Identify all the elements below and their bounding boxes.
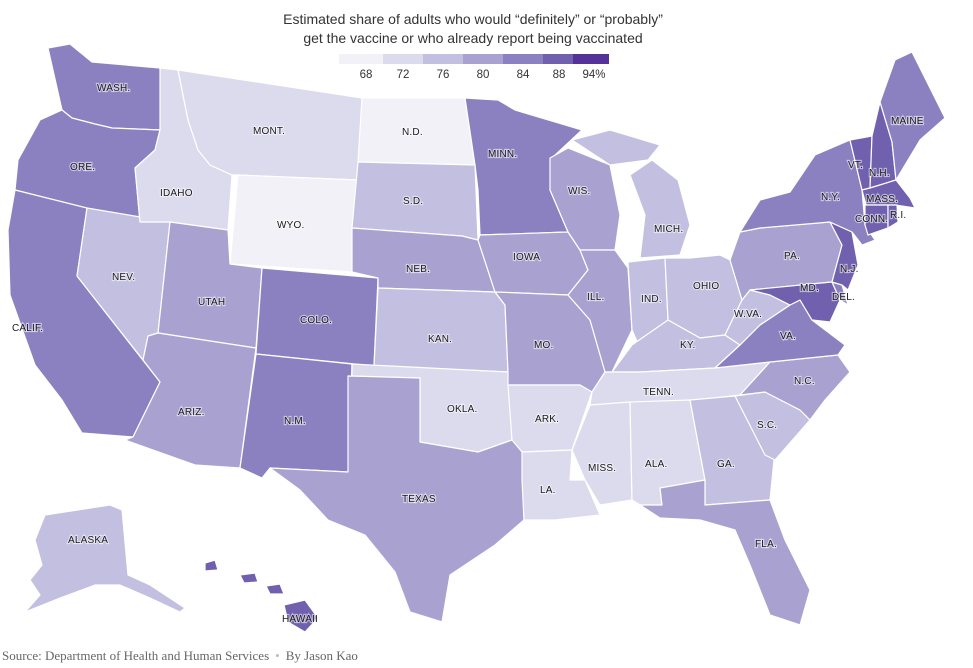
state-shape-la[interactable] bbox=[521, 449, 601, 521]
state-shape-texas[interactable] bbox=[269, 375, 525, 623]
state-label-sc: S.C. bbox=[757, 420, 777, 431]
map-title-line-2: get the vaccine or who already report be… bbox=[303, 30, 643, 46]
state-label-sd: S.D. bbox=[403, 196, 423, 207]
legend-tick-72: 72 bbox=[396, 69, 410, 81]
state-label-conn: CONN. bbox=[855, 214, 888, 225]
state-label-maine: MAINE bbox=[891, 116, 924, 127]
state-shape-hawaii[interactable] bbox=[204, 559, 319, 633]
state-label-iowa: IOWA bbox=[513, 252, 540, 263]
state-label-neb: NEB. bbox=[406, 264, 430, 275]
state-shape-iowa[interactable] bbox=[477, 231, 589, 296]
legend-tick-80: 80 bbox=[476, 69, 490, 81]
state-label-la: LA. bbox=[540, 485, 556, 496]
state-label-nm: N.M. bbox=[284, 416, 306, 427]
legend-swatch-7 bbox=[573, 54, 609, 64]
legend-tick-76: 76 bbox=[436, 69, 450, 81]
state-shape-maine[interactable] bbox=[879, 51, 946, 181]
state-label-nc: N.C. bbox=[794, 376, 815, 387]
state-label-wyo: WYO. bbox=[277, 220, 304, 231]
legend-swatch-2 bbox=[383, 54, 423, 64]
state-label-ohio: OHIO bbox=[693, 281, 719, 292]
state-label-wis: WIS. bbox=[568, 186, 590, 197]
state-shape-conn[interactable] bbox=[864, 204, 889, 236]
state-label-minn: MINN. bbox=[488, 149, 517, 160]
footer-separator: • bbox=[275, 648, 280, 663]
state-shape-nj[interactable] bbox=[829, 221, 859, 291]
source-credit: Source: Department of Health and Human S… bbox=[2, 648, 270, 663]
state-label-nd: N.D. bbox=[402, 127, 423, 138]
state-label-va: VA. bbox=[780, 331, 796, 342]
state-label-colo: COLO. bbox=[300, 315, 332, 326]
state-label-ala: ALA. bbox=[645, 459, 667, 470]
state-label-nev: NEV. bbox=[112, 272, 135, 283]
map-footer: Source: Department of Health and Human S… bbox=[2, 648, 358, 664]
state-label-ark: ARK. bbox=[535, 414, 559, 425]
state-label-nh: N.H. bbox=[869, 168, 890, 179]
state-label-nj: N.J. bbox=[840, 264, 859, 275]
state-label-mass: MASS. bbox=[866, 194, 898, 205]
state-label-ga: GA. bbox=[717, 459, 735, 470]
state-shape-kan[interactable] bbox=[373, 287, 509, 373]
state-label-alaska: ALASKA bbox=[68, 535, 108, 546]
legend-tick-84: 84 bbox=[516, 69, 530, 81]
state-label-okla: OKLA. bbox=[447, 404, 477, 415]
state-label-ariz: ARIZ. bbox=[178, 407, 205, 418]
state-shape-mich[interactable] bbox=[571, 129, 691, 259]
state-shape-ri[interactable] bbox=[887, 204, 899, 229]
color-legend: 68 72 76 80 84 88 94% bbox=[339, 54, 609, 88]
state-label-kan: KAN. bbox=[428, 334, 452, 345]
state-label-pa: PA. bbox=[784, 251, 800, 262]
state-label-wash: WASH. bbox=[97, 83, 130, 94]
state-label-miss: MISS. bbox=[588, 463, 616, 474]
legend-tick-88: 88 bbox=[552, 69, 566, 81]
map-title-line-1: Estimated share of adults who would “def… bbox=[283, 11, 663, 27]
state-label-del: DEL. bbox=[832, 292, 855, 303]
state-label-ore: ORE. bbox=[70, 162, 95, 173]
state-label-ill: ILL. bbox=[587, 292, 604, 303]
legend-tick-68: 68 bbox=[359, 69, 373, 81]
state-shape-alaska[interactable] bbox=[24, 504, 186, 613]
legend-swatch-6 bbox=[543, 54, 573, 64]
state-label-texas: TEXAS bbox=[402, 494, 436, 505]
state-label-ky: KY. bbox=[680, 340, 695, 351]
state-label-idaho: IDAHO bbox=[160, 188, 193, 199]
legend-swatch-1 bbox=[339, 54, 383, 64]
state-label-utah: UTAH bbox=[198, 297, 225, 308]
state-label-mont: MONT. bbox=[253, 126, 285, 137]
legend-swatch-3 bbox=[423, 54, 463, 64]
legend-swatch-5 bbox=[503, 54, 543, 64]
map-title: Estimated share of adults who would “def… bbox=[0, 10, 946, 48]
byline: By Jason Kao bbox=[285, 648, 358, 663]
state-shape-fla[interactable] bbox=[639, 479, 811, 626]
state-label-wva: W.VA. bbox=[734, 309, 762, 320]
state-label-fla: FLA. bbox=[755, 539, 777, 550]
state-label-hawaii: HAWAII bbox=[282, 614, 318, 625]
legend-tick-94: 94% bbox=[582, 69, 606, 81]
state-label-tenn: TENN. bbox=[643, 387, 674, 398]
state-label-vt: VT. bbox=[848, 160, 863, 171]
state-label-mo: MO. bbox=[534, 340, 554, 351]
us-choropleth-map: WASH. ORE. CALIF. NEV. IDAHO MONT. WYO. UTAH ARI… bbox=[7, 43, 946, 633]
state-label-calif: CALIF. bbox=[12, 323, 43, 334]
state-label-ri: R.I. bbox=[890, 210, 906, 221]
state-label-md: MD. bbox=[800, 283, 819, 294]
state-label-mich: MICH. bbox=[654, 224, 683, 235]
legend-swatch-4 bbox=[463, 54, 503, 64]
state-label-ind: IND. bbox=[641, 294, 662, 305]
state-label-ny: N.Y. bbox=[821, 192, 840, 203]
state-shape-ariz[interactable] bbox=[124, 332, 257, 469]
